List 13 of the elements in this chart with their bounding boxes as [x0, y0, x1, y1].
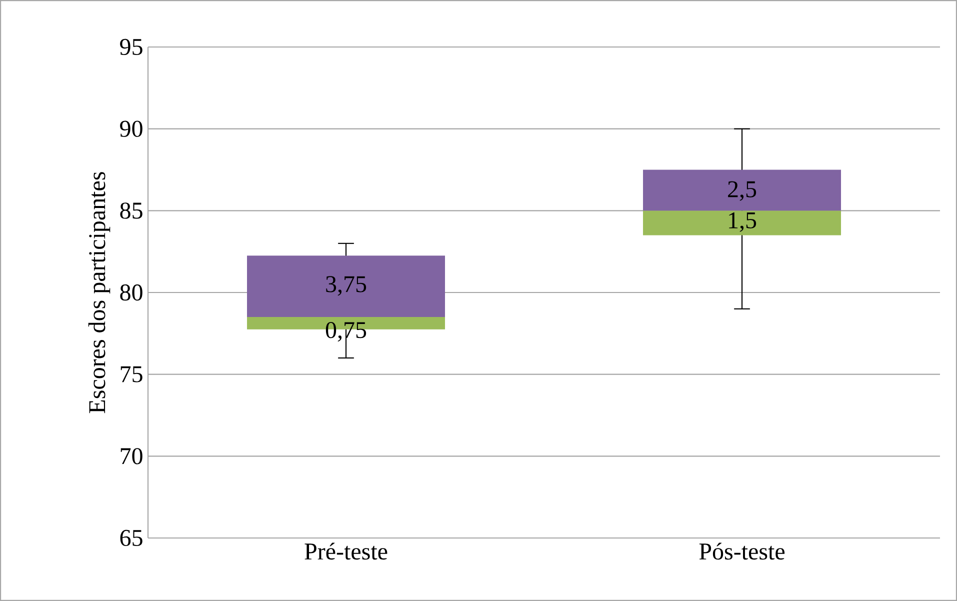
y-tick-label: 80: [120, 284, 142, 301]
y-tick-label: 65: [120, 530, 142, 546]
x-tick-label: Pós-teste: [699, 542, 785, 560]
annotation: 2,5: [728, 181, 756, 201]
annotation: 1,5: [729, 212, 756, 232]
y-axis-title: Escores dos participantes: [88, 172, 110, 414]
y-tick-label: 95: [120, 38, 142, 56]
y-tick-label: 70: [120, 448, 142, 464]
annotation: 3,75: [326, 276, 366, 296]
y-tick-label: 75: [120, 366, 142, 382]
x-tick-label: Pré-teste: [304, 542, 388, 560]
y-tick-label: 85: [120, 202, 142, 219]
y-tick-label: 90: [120, 120, 142, 137]
